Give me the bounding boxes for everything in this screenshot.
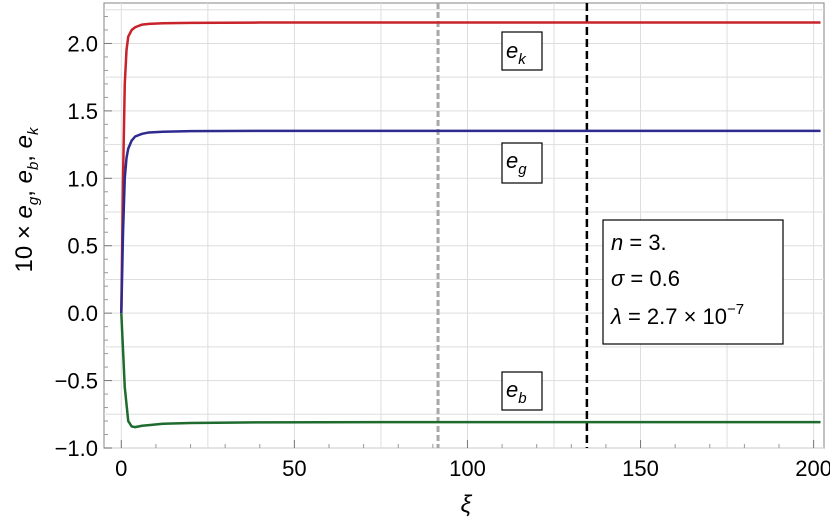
param-n: n = 3. (611, 230, 667, 255)
svg-text:eg: eg (506, 148, 527, 178)
x-tick-label: 200 (795, 456, 830, 481)
series-label-ek: ek (501, 31, 543, 71)
x-axis-ticks: 0 50 100 150 200 (115, 440, 830, 481)
x-tick-label: 0 (115, 456, 127, 481)
parameter-box: n = 3. σ = 0.6 λ = 2.7 × 10−7 (602, 219, 784, 345)
reference-lines (436, 3, 589, 448)
y-tick-label: −1.0 (55, 436, 98, 461)
y-axis-ticks: −1.0 −0.5 0.0 0.5 1.0 1.5 2.0 (55, 15, 112, 461)
series-line-eb (120, 313, 821, 429)
y-axis-title: 10 × eg, eb, ek (11, 126, 42, 273)
x-tick-label: 100 (449, 456, 486, 481)
series-line-ek (120, 21, 821, 314)
y-tick-label: 0.0 (67, 301, 98, 326)
series-label-eb: eb (501, 371, 543, 411)
param-sigma: σ = 0.6 (611, 266, 680, 291)
x-axis-title: ξ (461, 491, 473, 518)
param-lambda: λ = 2.7 × 10−7 (610, 301, 744, 329)
x-tick-label: 150 (622, 456, 659, 481)
y-tick-label: 0.5 (67, 234, 98, 259)
y-axis-title-prefix: 10 × (11, 218, 38, 272)
grid (104, 3, 824, 449)
svg-text:eb: eb (506, 377, 527, 407)
y-tick-label: −0.5 (55, 369, 98, 394)
x-tick-label: 50 (282, 456, 306, 481)
series-group (120, 21, 821, 429)
series-line-eg (120, 129, 821, 314)
series-label-eg: eg (501, 142, 543, 184)
y-tick-label: 2.0 (67, 31, 98, 56)
svg-text:ek: ek (506, 38, 527, 68)
y-tick-label: 1.5 (67, 99, 98, 124)
y-tick-label: 1.0 (67, 166, 98, 191)
